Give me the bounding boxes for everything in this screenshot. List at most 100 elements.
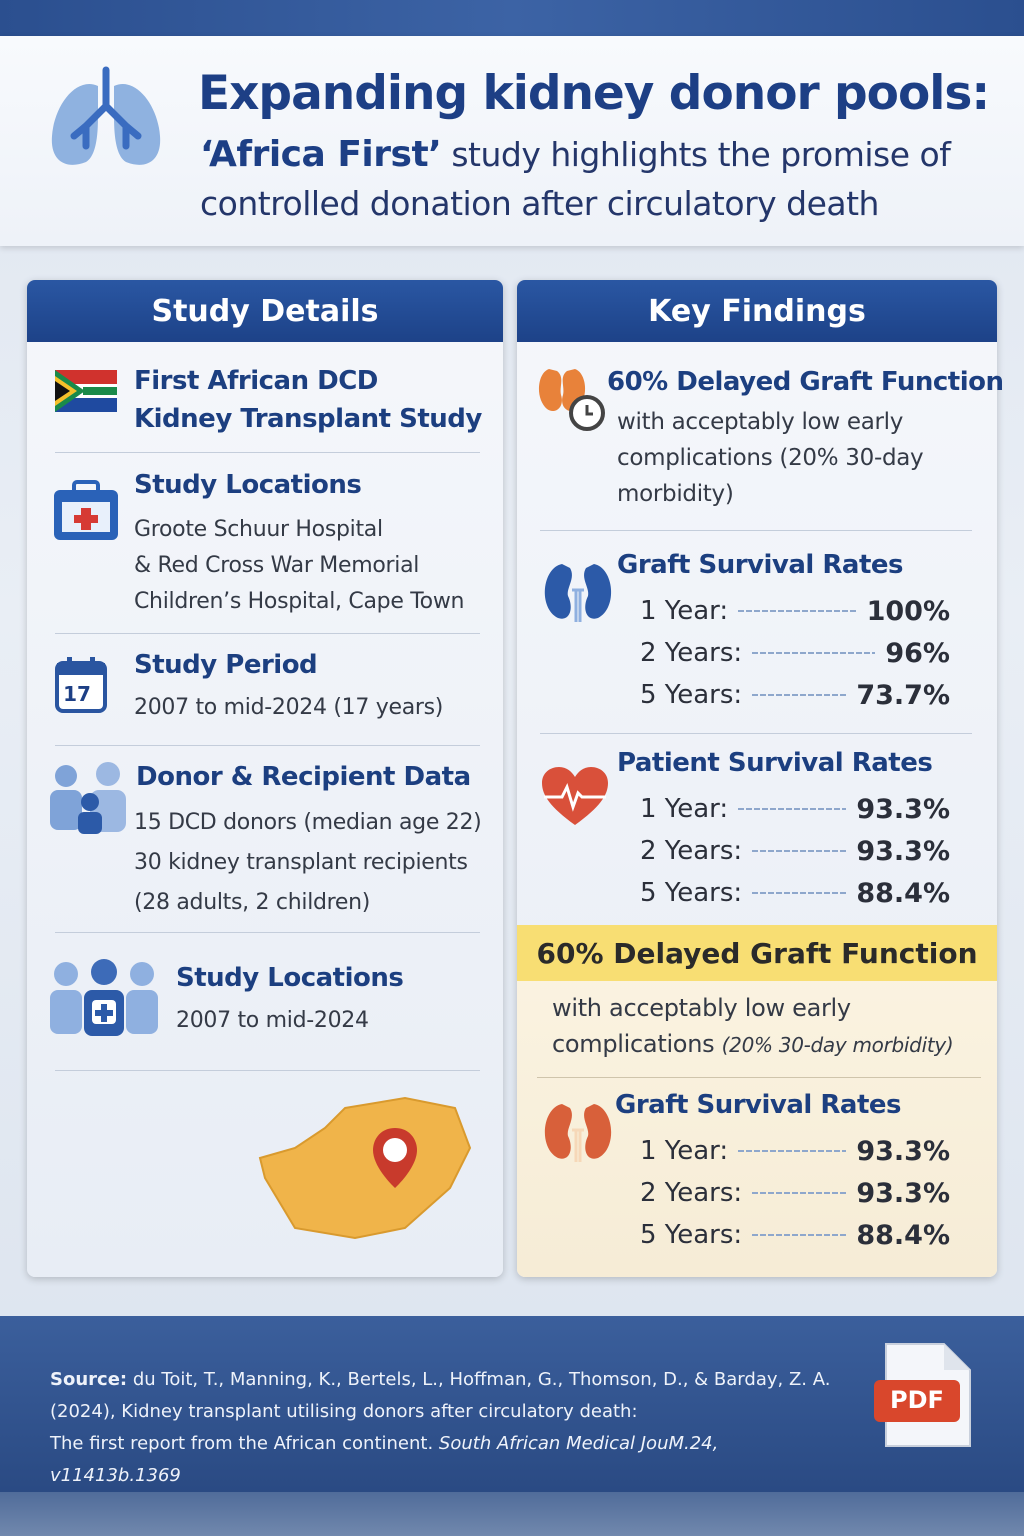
text-line: (28 adults, 2 children)	[134, 890, 371, 915]
group-icon	[50, 959, 158, 1036]
item-text: 15 DCD donors (median age 22) 30 kidney t…	[134, 803, 482, 923]
footer-bottom	[0, 1492, 1024, 1536]
item-text: Groote Schuur Hospital & Red Cross War Me…	[134, 512, 464, 620]
leader-line	[752, 1192, 847, 1194]
leader-line	[752, 1234, 847, 1236]
text-part: complications	[552, 1030, 715, 1058]
finding-title: 60% Delayed Graft Function	[607, 367, 1004, 397]
pdf-label[interactable]: PDF	[890, 1386, 944, 1414]
text-line: & Red Cross War Memorial	[134, 553, 420, 578]
item-title: Study Locations	[176, 963, 404, 993]
text-line: 30 kidney transplant recipients	[134, 850, 468, 875]
rate-row: 1 Year: 100%	[640, 590, 950, 632]
rate-label: 5 Years:	[640, 1220, 743, 1250]
source-line: The first report from the African contin…	[50, 1428, 850, 1492]
leader-line	[752, 652, 876, 654]
divider	[55, 452, 480, 453]
divider	[540, 530, 972, 531]
rate-row: 2 Years: 93.3%	[640, 1172, 950, 1214]
text-part: (20% 30-day morbidity)	[721, 1033, 954, 1057]
kidney-timer-icon	[538, 369, 605, 431]
divider	[537, 1077, 981, 1078]
rate-row: 5 Years: 88.4%	[640, 1214, 950, 1256]
rate-label: 1 Year:	[640, 596, 729, 626]
title-line: First African DCD	[134, 366, 378, 396]
kidneys-icon	[544, 564, 612, 622]
leader-line	[738, 1150, 847, 1152]
source-text: du Toit, T., Manning, K., Bertels, L., H…	[132, 1369, 831, 1390]
footer	[0, 1316, 1024, 1492]
rate-value: 93.3%	[856, 1135, 950, 1167]
item-text: 2007 to mid-2024	[176, 1008, 369, 1033]
text-line: complications (20% 30-day morbidity)	[552, 1026, 954, 1063]
text-line: Children’s Hospital, Cape Town	[134, 589, 465, 614]
rate-value: 88.4%	[856, 877, 950, 909]
rate-label: 2 Years:	[640, 836, 743, 866]
calendar-icon: 17	[55, 657, 107, 713]
rate-row: 5 Years: 88.4%	[640, 872, 950, 914]
source-citation: Source: du Toit, T., Manning, K., Bertel…	[50, 1364, 850, 1492]
subtitle: ‘Africa First’ study highlights the prom…	[200, 134, 951, 175]
divider	[55, 932, 480, 933]
item-title: Study Period	[134, 650, 318, 680]
header	[0, 36, 1024, 246]
subtitle-line: controlled donation after circulatory de…	[200, 184, 879, 223]
rate-row: 1 Year: 93.3%	[640, 788, 950, 830]
item-title: First African DCD Kidney Transplant Study	[134, 362, 482, 438]
title: Expanding kidney donor pools:	[198, 66, 990, 121]
rate-list: 1 Year: 93.3% 2 Years: 93.3% 5 Years: 88.4%	[640, 788, 950, 914]
pdf-icon[interactable]: PDF	[868, 1340, 978, 1452]
finding-title: Graft Survival Rates	[615, 1090, 901, 1120]
flag-icon	[55, 370, 117, 412]
rate-list: 1 Year: 100% 2 Years: 96% 5 Years: 73.7%	[640, 590, 950, 716]
text-line: with acceptably low early	[552, 994, 851, 1022]
finding-title: Graft Survival Rates	[617, 550, 903, 580]
top-bar	[0, 0, 1024, 36]
text-line: morbidity)	[617, 481, 734, 507]
divider	[55, 1070, 480, 1071]
subtitle-emphasis: ‘Africa First’	[200, 134, 442, 175]
panel-heading: Key Findings	[517, 280, 997, 342]
rate-value: 100%	[866, 595, 950, 627]
panel-heading: Study Details	[27, 280, 503, 342]
rate-label: 2 Years:	[640, 638, 743, 668]
rate-value: 93.3%	[856, 1177, 950, 1209]
highlight-title: 60% Delayed Graft Function	[517, 925, 997, 981]
finding-title: Patient Survival Rates	[617, 748, 933, 778]
rate-label: 1 Year:	[640, 794, 729, 824]
map-illustration	[258, 1096, 472, 1240]
rate-row: 2 Years: 93.3%	[640, 830, 950, 872]
lungs-icon	[51, 66, 161, 165]
rate-value: 96%	[885, 637, 950, 669]
source-line: Source: du Toit, T., Manning, K., Bertel…	[50, 1364, 850, 1396]
kidneys-icon	[544, 1104, 612, 1162]
people-icon	[50, 762, 126, 834]
rate-value: 93.3%	[856, 835, 950, 867]
rate-row: 1 Year: 93.3%	[640, 1130, 950, 1172]
leader-line	[752, 850, 847, 852]
source-label: Source:	[50, 1369, 128, 1390]
finding-text: with acceptably low early complications (…	[617, 404, 924, 512]
rate-label: 1 Year:	[640, 1136, 729, 1166]
rate-list: 1 Year: 93.3% 2 Years: 93.3% 5 Years: 88.4%	[640, 1130, 950, 1256]
divider	[540, 733, 972, 734]
heart-icon	[542, 767, 608, 825]
hospital-icon	[54, 480, 118, 540]
rate-value: 73.7%	[856, 679, 950, 711]
divider	[55, 633, 480, 634]
text-line: Groote Schuur Hospital	[134, 517, 383, 542]
rate-value: 93.3%	[856, 793, 950, 825]
rate-row: 5 Years: 73.7%	[640, 674, 950, 716]
rate-value: 88.4%	[856, 1219, 950, 1251]
source-text: The first report from the African contin…	[50, 1433, 434, 1454]
leader-line	[738, 610, 857, 612]
leader-line	[738, 808, 847, 810]
subtitle-text: study highlights the promise of	[451, 135, 951, 174]
source-line: (2024), Kidney transplant utilising dono…	[50, 1401, 638, 1422]
title-line: Kidney Transplant Study	[134, 404, 482, 434]
leader-line	[752, 892, 847, 894]
journal: South African Medical JouM.24, v11413b.1…	[50, 1433, 719, 1486]
item-title: Donor & Recipient Data	[136, 762, 471, 792]
leader-line	[752, 694, 847, 696]
